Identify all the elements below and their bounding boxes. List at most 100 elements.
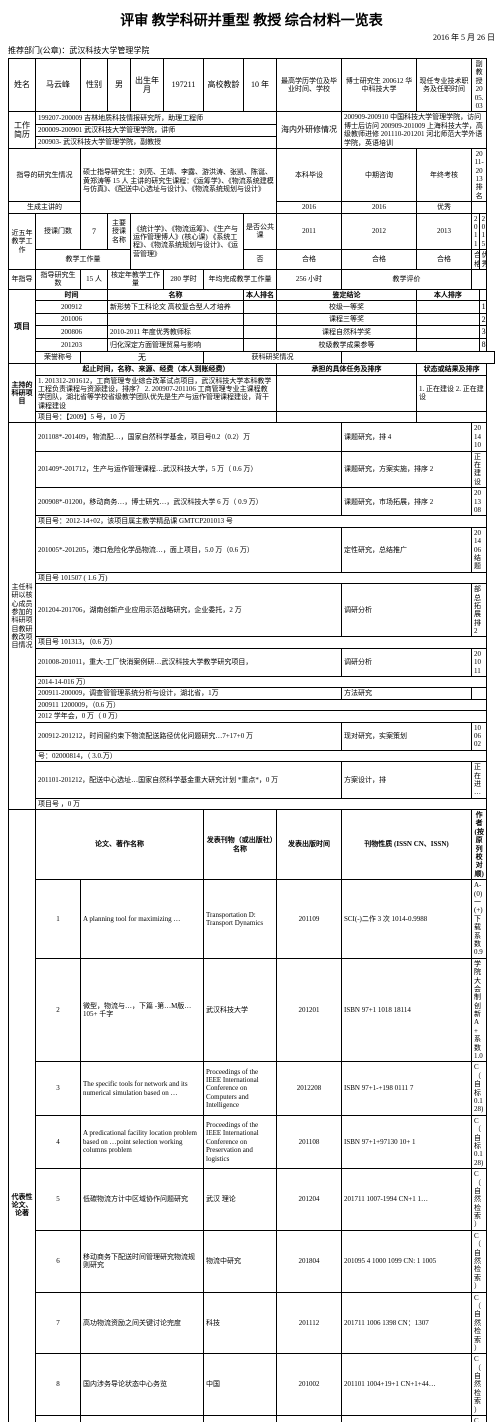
guide-label: 指导的研究生情况: [9, 148, 81, 201]
pn8: 8: [36, 1354, 81, 1416]
rr0-2: 课题研究，排 4: [342, 423, 472, 451]
pn5: 5: [36, 1169, 81, 1231]
pr22: [244, 326, 277, 339]
service: 10 年: [244, 59, 277, 112]
pubh1: 发表刊物（或出版社）名称: [204, 810, 277, 880]
gs-h: [472, 269, 487, 289]
pn7: 7: [36, 1292, 81, 1354]
rr10-3: [472, 688, 487, 699]
rr14-1: 号：02000814，（ 3.0.万）: [36, 750, 487, 761]
fh1: 承担的具体任务及排序: [277, 364, 417, 375]
p9-1: CDTO前的物流评商的建设的发展趋势: [81, 1416, 204, 1422]
p2-1: 微型，物流与…，下篇 -第…M版…105+ 千字: [81, 958, 204, 1062]
rr13-3: 100602: [472, 722, 487, 750]
pubh4: 作者(按原列校对顺): [472, 810, 487, 880]
gs-e: 年均完成教学工作量: [204, 269, 277, 289]
t5-hours: 教学工作量: [36, 250, 131, 270]
pr34: [417, 338, 480, 351]
rr11-1: 200911 1200009，（0.6 万）: [36, 699, 487, 710]
p5-3: 201204: [277, 1169, 342, 1231]
pn2: 2: [36, 958, 81, 1062]
fr12: [417, 412, 487, 423]
rr6-2: 调研分析: [342, 584, 472, 637]
degree: 博士研究生 200612 华中科技大学: [342, 59, 417, 112]
pr23: 课程自然科学奖: [277, 326, 417, 339]
rr15-1: 201101-201212，配送中心选址…国家自然科学基金重大研究计划 *重点*…: [36, 762, 342, 799]
p4-1: A predicational facility location proble…: [81, 1115, 204, 1168]
gv1: 2016: [342, 202, 417, 213]
career-1: 200009-200901 武汉科技大学管理学院，讲师: [36, 124, 277, 136]
gv3: [472, 202, 487, 213]
degree-label: 最高学历学位及毕业时间、学校: [277, 59, 342, 112]
birth: 197211: [164, 59, 204, 112]
p4-5: C （自标 0.128): [472, 1115, 487, 1168]
p7-5: C（自然检索）: [472, 1292, 487, 1354]
fh0: 起止时间，名称、来源、经费（本人到账经费）: [36, 364, 277, 375]
p3-2: Proceedings of the IEEE International Co…: [204, 1062, 277, 1115]
rr1-1: 201409*-201712，生产与运作管理课程…武汉科技大学，5 万（ 0.6…: [36, 451, 342, 488]
gc3: 2011-2013排名: [472, 148, 487, 201]
research-label: 主任科研以核心成员参加的科研项目教研教改项目情况: [9, 423, 36, 810]
rr12-1: 2012 学年会，0 万（ 0 万）: [36, 711, 487, 722]
p3-4: ISBN 97+1-+198 0111 7: [342, 1062, 472, 1115]
y4: 2015: [479, 213, 487, 250]
p1-4: SCI(-)二作 3 次 1014-0.9988: [342, 880, 472, 959]
pr25: 3: [479, 326, 487, 339]
p9-5: C（自然检索）: [472, 1416, 487, 1422]
rr10-2: 方法研究: [342, 688, 472, 699]
e4: 优秀: [479, 250, 487, 270]
p3-3: 2012208: [277, 1062, 342, 1115]
p1-3: 201109: [277, 880, 342, 959]
rr2-1: 200908*-01200，移动商务…，博士研究…，武汉科技大学 6 万（ 0.…: [36, 488, 342, 516]
proj-label: 项目: [9, 289, 36, 363]
rr1-2: 课题研究，方案实施，排序 2: [342, 451, 472, 488]
guide-sub: 生成主讲的: [9, 202, 81, 213]
rr3-1: 项目号：2012-14+02，该项目属主教学精品课 GMTCP201013 号: [36, 516, 487, 527]
y2: 2013: [417, 213, 472, 250]
p6-4: 201095 4 1000 1099 CN: 1 1005: [342, 1230, 472, 1292]
gs-f: 256 小时: [277, 269, 342, 289]
rr16-1: 项目号 ，0 万: [36, 798, 487, 809]
rr6-3: 部总拓展排 2: [472, 584, 487, 637]
p9-3: 201909: [277, 1416, 342, 1422]
pr13: 课程三等奖: [277, 313, 417, 326]
fh2: 状态或结果及排序: [417, 364, 487, 375]
ph3: 鉴定结论: [277, 289, 417, 300]
y1: 2012: [342, 213, 417, 250]
rr4-1: 201005*-201205，港口危险化学品物流…，面上项目，5.0 万（0.6…: [36, 527, 342, 572]
fr11: [277, 412, 417, 423]
pr15: 2: [479, 313, 487, 326]
pr10: 201006: [36, 313, 108, 326]
pr05: 1: [479, 301, 487, 314]
career-2: 200903- 武汉科技大学管理学院，副教授: [36, 136, 277, 148]
date: 2016 年 5 月 26 日: [8, 32, 495, 43]
p1-1: A planning tool for maximizing …: [81, 880, 204, 959]
p7-3: 201112: [277, 1292, 342, 1354]
p4-3: 201108: [277, 1115, 342, 1168]
p6-2: 物流中研究: [204, 1230, 277, 1292]
fr00: 1. 201312-201612，工商管理专业综合改革试点项目，武汉科技大学本科…: [36, 375, 277, 412]
t5-label: 近五年教学工作: [9, 213, 36, 269]
pr24: [417, 326, 480, 339]
pubh2: 发表出版时间: [277, 810, 342, 880]
rr13-1: 200912-201212，时间窗约束下物流配送路径优化问题研究…7+17+0 …: [36, 722, 342, 750]
rr8-1: 201008-201011，重大-工厂快消案例研…武汉科技大学教学研究项目，: [36, 648, 342, 676]
guide-detail: 硕士指导研究生：刘亮、王靖、李露、游洪涛、张凯、陈诞、黄郑涛等 15 人 主讲的…: [81, 148, 277, 213]
pr12: [244, 313, 277, 326]
p1-2: Transportation D: Transport Dynamics: [204, 880, 277, 959]
dept: 推荐部门(公章)：武汉科技大学管理学院: [8, 45, 495, 56]
p8-2: 中国: [204, 1354, 277, 1416]
rr0-1: 201108*-201409，物流配…，国家自然科学基金，项目号0.2（0.2）…: [36, 423, 342, 451]
p5-4: 201711 1007-1994 CN+1 1…: [342, 1169, 472, 1231]
pr35: 8: [479, 338, 487, 351]
overseas-label: 海内外研修情况: [277, 112, 342, 149]
t5-main-label: 主要授课名称: [108, 213, 131, 250]
p2-3: 201201: [277, 958, 342, 1062]
p8-3: 201002: [277, 1354, 342, 1416]
pub-label: 代表性论文、论著: [9, 810, 36, 1422]
t5-courses-label: 授课门数: [36, 213, 81, 250]
p5-5: C（自然检索）: [472, 1169, 487, 1231]
pr31: 归化深定方面管理贸易与影响: [108, 338, 244, 351]
p5-2: 武汉 理论: [204, 1169, 277, 1231]
pr20: 200806: [36, 326, 108, 339]
